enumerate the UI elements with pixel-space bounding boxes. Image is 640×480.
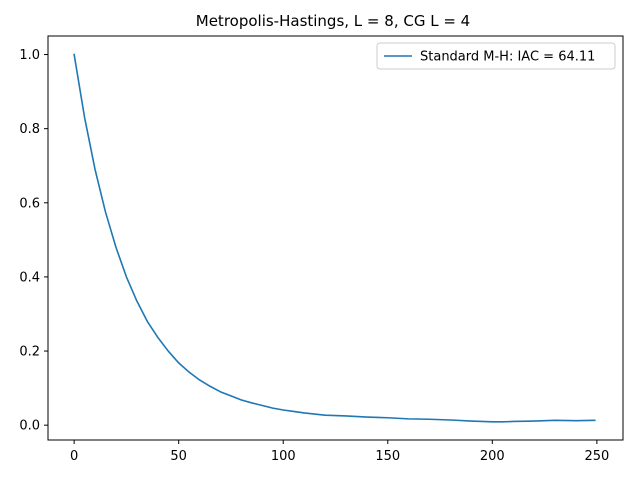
y-tick-label: 0.6 — [19, 196, 40, 211]
x-tick-label: 100 — [271, 449, 296, 464]
y-tick-label: 0.4 — [19, 270, 40, 285]
x-tick-label: 150 — [375, 449, 400, 464]
x-tick-label: 250 — [584, 449, 609, 464]
plot-area — [73, 53, 596, 423]
legend-box — [376, 42, 616, 70]
x-tick-label: 50 — [170, 449, 187, 464]
series-line-0 — [73, 53, 596, 423]
x-tick-label: 0 — [70, 449, 78, 464]
legend-label: Standard M-H: IAC = 64.11 — [420, 50, 595, 65]
legend: Standard M-H: IAC = 64.11 — [376, 42, 616, 70]
y-tick-label: 1.0 — [19, 48, 40, 63]
y-tick-label: 0.0 — [19, 419, 40, 434]
y-tick-label: 0.8 — [19, 122, 40, 137]
axes: 0 50 100 150 200 250 0.0 0.2 0.4 0.6 0.8 1.0 — [19, 35, 624, 464]
y-tick-label: 0.2 — [19, 345, 40, 360]
axes-frame — [47, 35, 624, 441]
chart-title: Metropolis-Hastings, L = 8, CG L = 4 — [196, 12, 470, 30]
x-tick-label: 200 — [480, 449, 505, 464]
